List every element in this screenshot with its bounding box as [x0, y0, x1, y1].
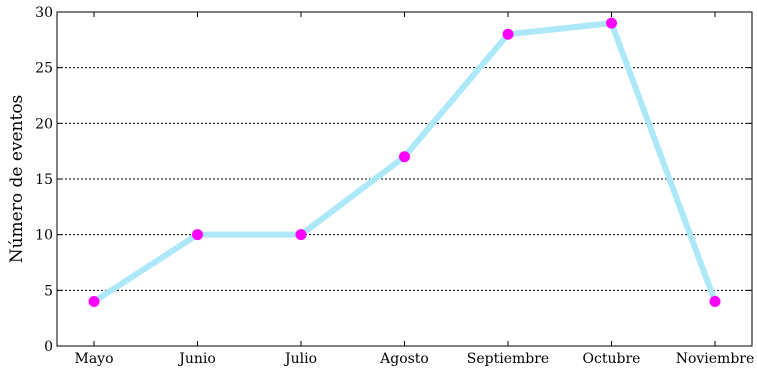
y-tick-label: 0	[44, 339, 53, 355]
y-tick-label: 20	[35, 116, 53, 132]
data-point-junio	[192, 229, 203, 241]
x-tick-label: Noviembre	[676, 351, 755, 367]
data-point-septiembre	[502, 28, 514, 40]
y-tick-label: 15	[35, 172, 53, 188]
y-tick-label: 25	[35, 61, 53, 77]
y-tick-label: 10	[35, 228, 53, 244]
x-tick-label: Octubre	[583, 351, 641, 367]
y-axis-title: Número de eventos	[7, 95, 27, 264]
data-point-julio	[295, 229, 307, 241]
y-tick-label: 30	[35, 5, 53, 21]
series-layer	[88, 17, 721, 307]
data-point-mayo	[88, 295, 100, 307]
x-tick-label: Agosto	[379, 351, 429, 367]
y-axis-ticks: 0 5 10 15 20 25 30	[35, 5, 752, 355]
series-line	[91, 20, 718, 305]
data-point-agosto	[399, 151, 410, 163]
x-axis-ticks: Mayo Junio Julio Agosto Septiembre Octubre Nov…	[74, 12, 754, 367]
x-tick-label: Junio	[177, 351, 216, 367]
x-tick-label: Septiembre	[467, 351, 549, 367]
x-tick-label: Julio	[283, 351, 317, 367]
data-point-octubre	[606, 17, 617, 29]
data-point-noviembre	[709, 295, 721, 307]
y-tick-label: 5	[44, 283, 53, 299]
x-tick-label: Mayo	[74, 351, 113, 367]
